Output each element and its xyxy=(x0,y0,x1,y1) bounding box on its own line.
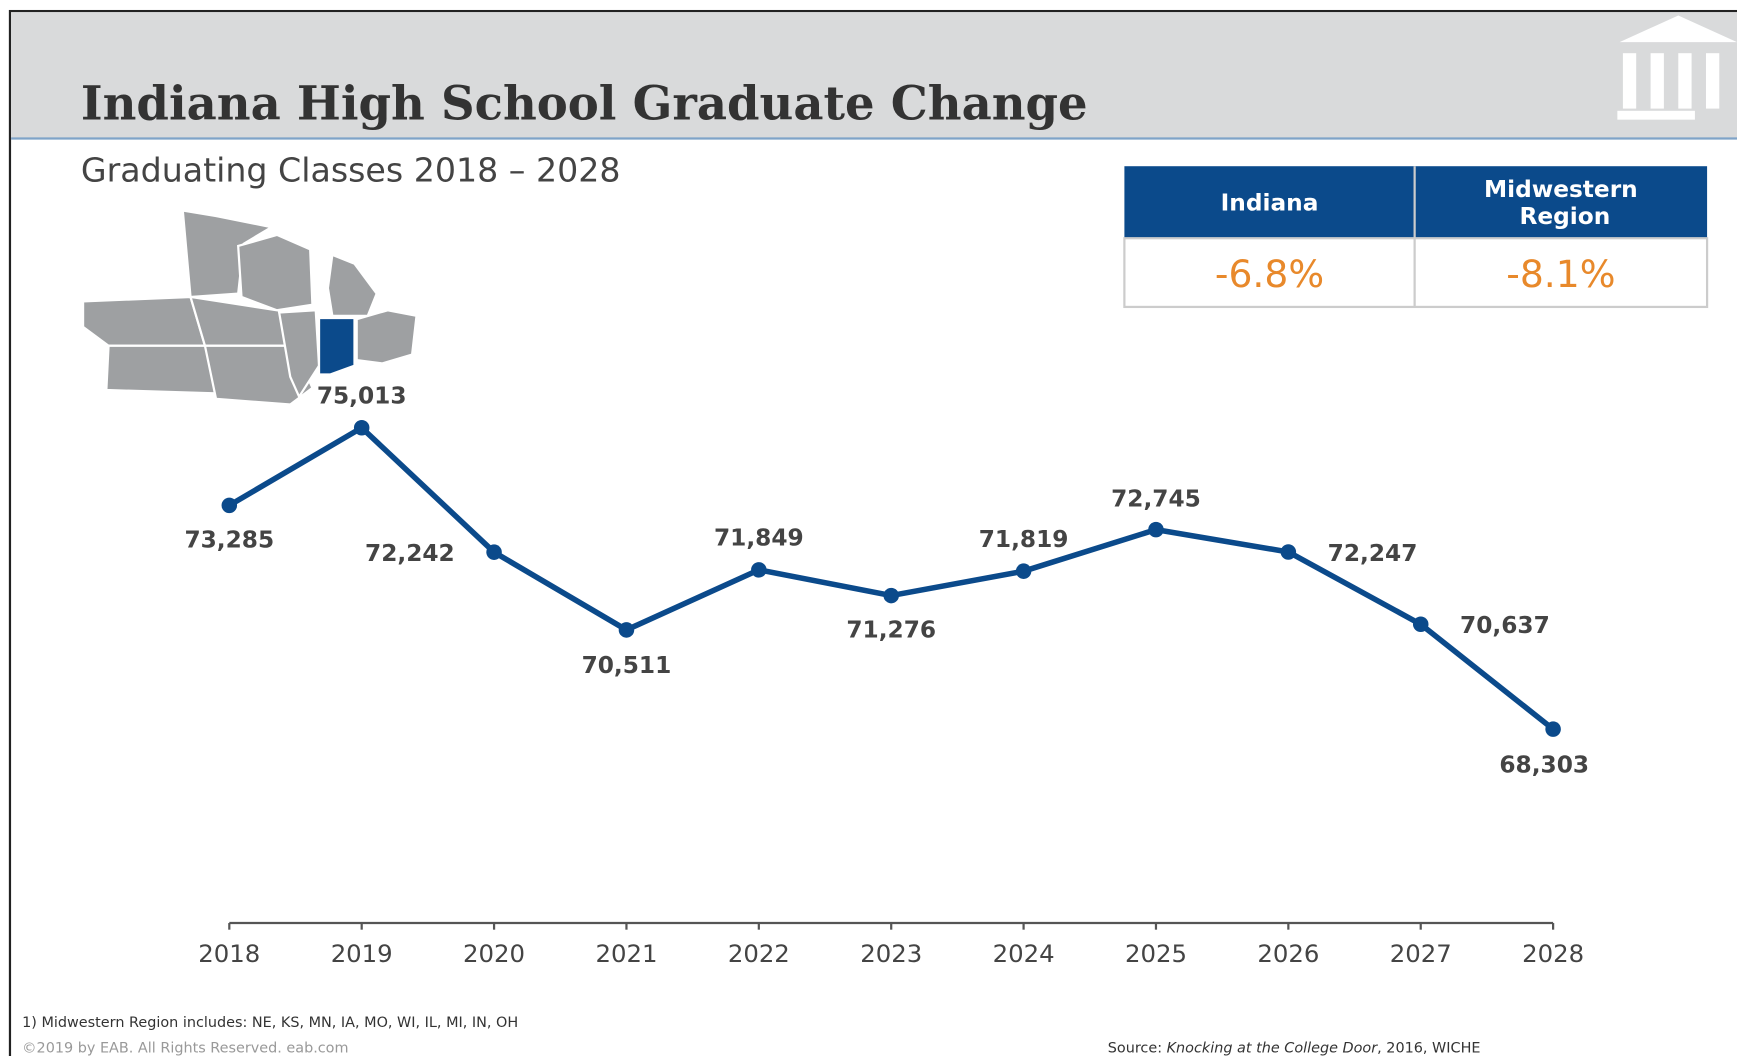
x-tick-label: 2021 xyxy=(595,939,657,968)
copyright: ©2019 by EAB. All Rights Reserved. eab.c… xyxy=(22,1041,348,1056)
data-point xyxy=(353,419,370,436)
data-point xyxy=(751,562,767,578)
x-tick-label: 2027 xyxy=(1390,939,1452,968)
data-label: 72,247 xyxy=(1328,540,1418,567)
data-label: 72,745 xyxy=(1111,485,1201,512)
data-label: 71,819 xyxy=(979,526,1069,553)
data-label: 71,849 xyxy=(714,524,804,551)
source: Source: Knocking at the College Door, 20… xyxy=(1108,1041,1481,1056)
data-point xyxy=(1412,616,1429,633)
chart-title: Indiana High School Graduate Change xyxy=(81,76,1088,131)
x-tick-label: 2018 xyxy=(198,939,260,968)
data-point xyxy=(1015,563,1032,579)
data-point xyxy=(486,544,502,560)
data-point xyxy=(1545,721,1561,737)
data-point xyxy=(221,497,238,514)
data-label: 72,242 xyxy=(365,540,455,567)
x-tick-label: 2024 xyxy=(993,939,1055,968)
x-tick-label: 2019 xyxy=(331,939,393,968)
x-tick-label: 2028 xyxy=(1522,939,1584,968)
chart-subtitle: Graduating Classes 2018 – 2028 xyxy=(81,151,621,190)
summary-table: Indiana Midwestern Region -6.8% -8.1% xyxy=(1123,166,1709,309)
data-point xyxy=(1148,521,1164,538)
logo xyxy=(1617,15,1737,120)
x-tick-label: 2026 xyxy=(1257,939,1319,968)
data-label: 70,637 xyxy=(1460,612,1550,639)
footnote: 1) Midwestern Region includes: NE, KS, M… xyxy=(22,1015,518,1031)
x-tick-label: 2023 xyxy=(860,939,922,968)
source-title: Knocking at the College Door xyxy=(1167,1041,1379,1056)
data-point xyxy=(1280,544,1297,560)
table-value: -6.8% xyxy=(1215,252,1324,296)
data-label: 75,013 xyxy=(317,382,407,409)
data-point xyxy=(618,622,635,638)
data-label: 71,276 xyxy=(846,617,936,644)
region-map xyxy=(81,209,418,406)
data-label: 73,285 xyxy=(184,526,274,553)
indiana-map xyxy=(317,316,356,376)
table-value: -8.1% xyxy=(1506,252,1615,296)
source-prefix: Source: xyxy=(1108,1041,1167,1056)
x-tick-label: 2025 xyxy=(1125,939,1187,968)
data-label: 68,303 xyxy=(1499,751,1589,778)
header-word: Midwestern xyxy=(1484,176,1638,203)
x-tick-label: 2022 xyxy=(728,939,790,968)
source-suffix: , 2016, WICHE xyxy=(1377,1041,1480,1056)
table-header-cell: Indiana xyxy=(1221,190,1319,217)
header-word: Region xyxy=(1511,203,1610,230)
header-band xyxy=(11,12,1737,139)
data-label: 70,511 xyxy=(582,652,672,679)
table-header-cell: Midwestern Region xyxy=(1484,176,1638,230)
x-tick-label: 2020 xyxy=(463,939,525,968)
data-point xyxy=(883,587,899,604)
